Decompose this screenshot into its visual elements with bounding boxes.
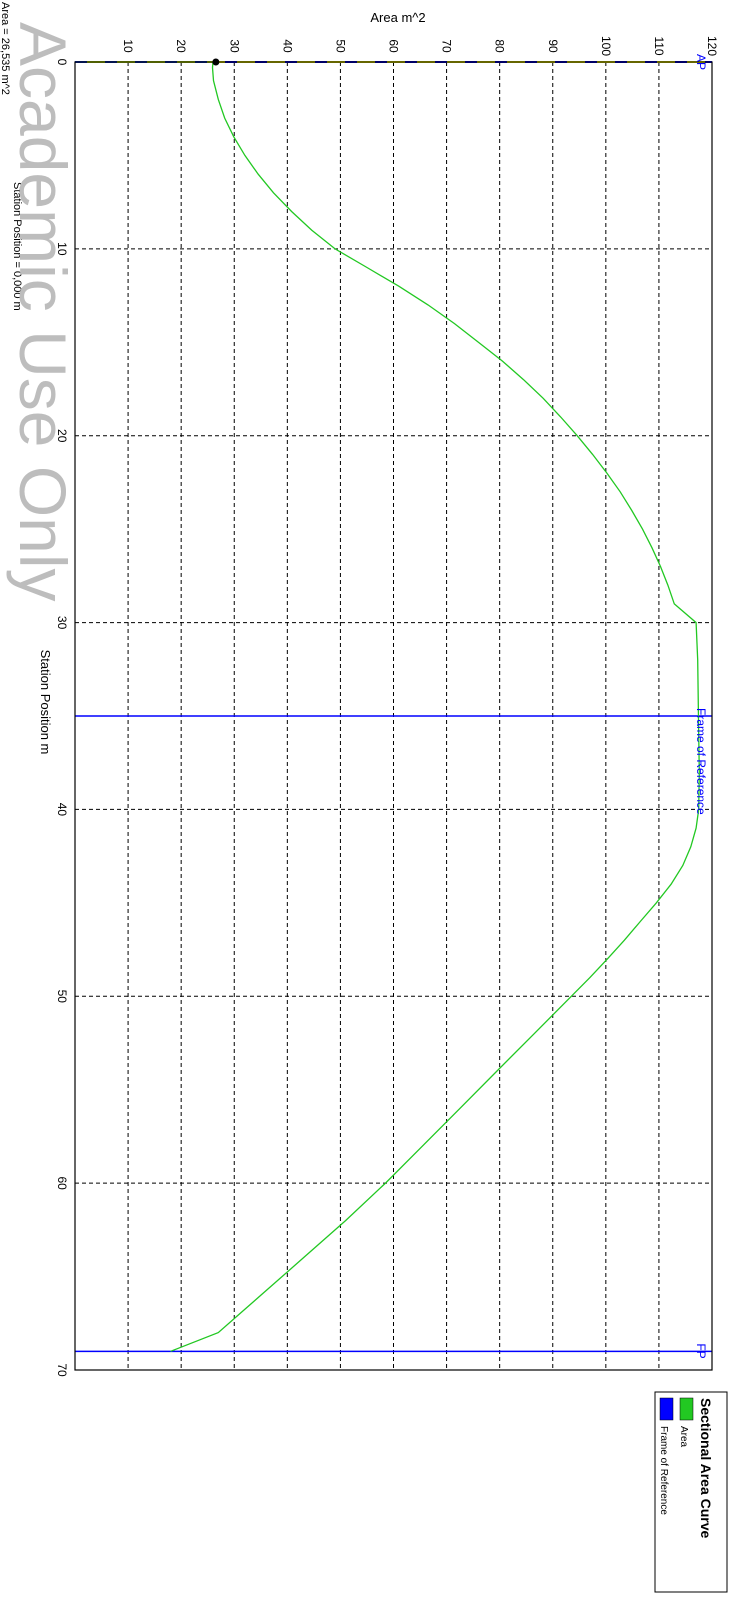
- x-tick-label: 40: [55, 803, 69, 817]
- watermark: Academic Use Only: [6, 22, 80, 602]
- y-axis-title: Area m^2: [370, 10, 425, 25]
- y-tick-label: 20: [174, 39, 188, 53]
- y-tick-label: 90: [546, 39, 560, 53]
- legend-swatch-0: [679, 1397, 694, 1421]
- x-tick-label: 30: [55, 616, 69, 630]
- refline-label-ap: AP: [694, 54, 708, 70]
- x-tick-label: 60: [55, 1176, 69, 1190]
- y-tick-label: 100: [599, 36, 613, 56]
- x-tick-label: 0: [55, 59, 69, 66]
- x-tick-label: 20: [55, 429, 69, 443]
- y-tick-label: 70: [440, 39, 454, 53]
- academic-watermark: Academic Use Only: [6, 22, 80, 602]
- y-tick-label: 120: [705, 36, 719, 56]
- legend-title: Sectional Area Curve: [698, 1398, 714, 1539]
- y-tick-label: 10: [121, 39, 135, 53]
- y-tick-label: 40: [280, 39, 294, 53]
- plot-border: [74, 61, 713, 1371]
- plot-frame: [74, 61, 713, 1371]
- area-readout: Area = 26,535 m^2: [0, 2, 11, 95]
- y-tick-label: 50: [333, 39, 347, 53]
- y-tick-label: 30: [227, 39, 241, 53]
- x-tick-label: 70: [55, 1363, 69, 1377]
- legend-item-label: Area: [678, 1426, 689, 1448]
- labels: AP Frame of Reference FP Area m^2 Station Po…: [0, 2, 708, 1359]
- tick-labels: 0 10 20 30 40 50 60 70 10 20 30 40 50 60 70 80 90 100 110 1…: [55, 36, 719, 1377]
- legend-item-label: Frame of Reference: [658, 1426, 669, 1515]
- x-tick-label: 10: [55, 242, 69, 256]
- y-tick-label: 110: [652, 36, 666, 55]
- y-tick-label: 80: [493, 39, 507, 53]
- x-tick-label: 50: [55, 990, 69, 1004]
- station-readout: Station Position = 0,000 m: [11, 182, 23, 311]
- series-line-area: [75, 61, 700, 1352]
- x-axis-title: Station Position m: [38, 650, 53, 755]
- legend: Sectional Area Curve Area Frame of Referen…: [654, 1391, 728, 1593]
- refline-label-frame-of-reference: Frame of Reference: [694, 708, 708, 815]
- refline-label-fp: FP: [694, 1343, 708, 1358]
- legend-swatch-1: [659, 1397, 674, 1421]
- y-tick-label: 60: [387, 39, 401, 53]
- legend-box: [654, 1391, 728, 1593]
